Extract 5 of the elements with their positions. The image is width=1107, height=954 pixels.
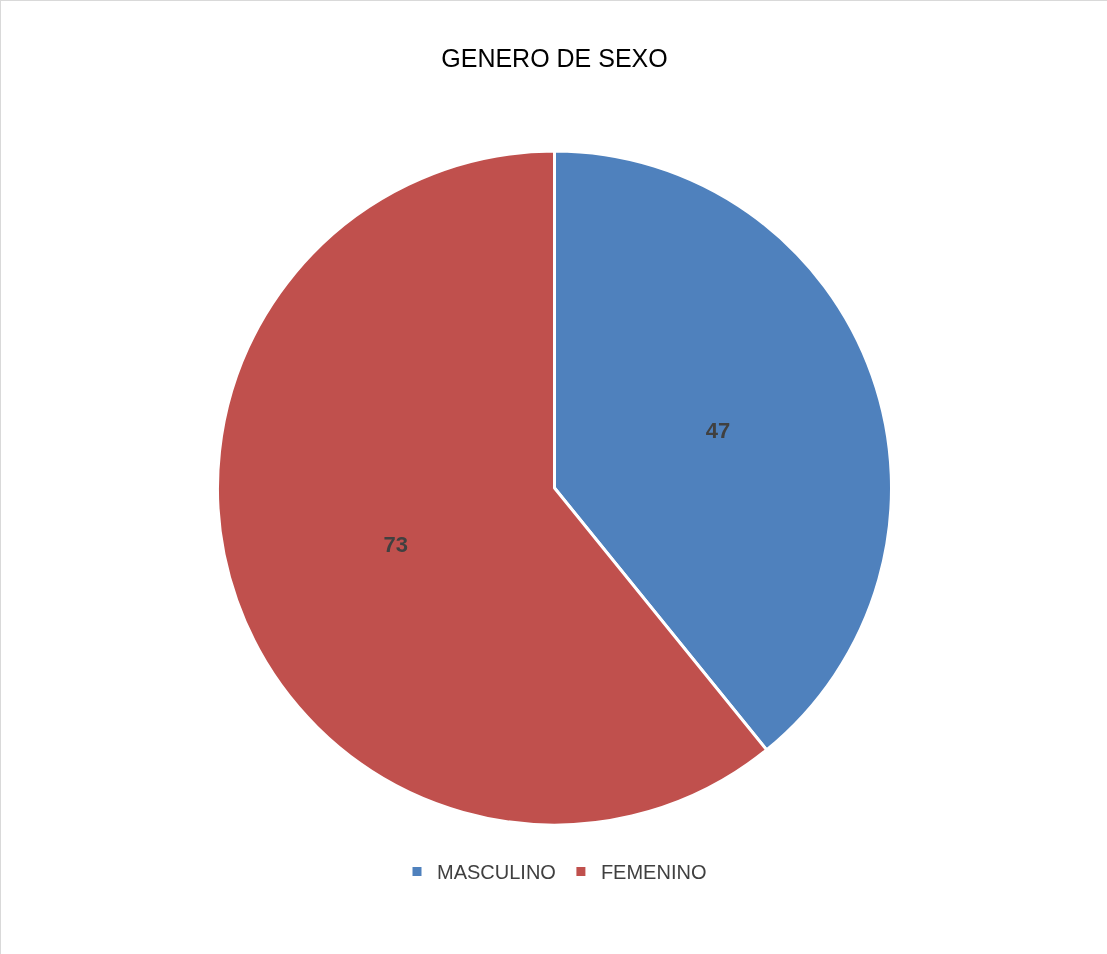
chart-title: GENERO DE SEXO [441, 43, 668, 72]
legend-label: MASCULINO [437, 861, 556, 884]
data-label: 47 [705, 417, 731, 443]
legend-label: FEMENINO [600, 861, 707, 884]
data-label: 73 [383, 531, 408, 557]
